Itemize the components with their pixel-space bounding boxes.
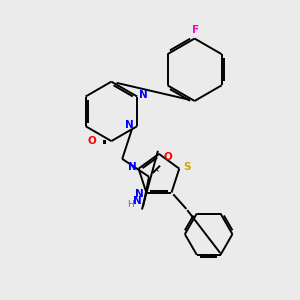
Text: N: N [128,162,136,172]
Text: N: N [125,120,134,130]
Text: N: N [133,196,142,206]
Text: O: O [87,136,96,146]
Text: O: O [164,152,173,162]
Text: S: S [183,162,190,172]
Text: N: N [139,90,148,100]
Text: H: H [127,200,134,209]
Text: F: F [192,25,199,35]
Text: N: N [135,189,144,199]
